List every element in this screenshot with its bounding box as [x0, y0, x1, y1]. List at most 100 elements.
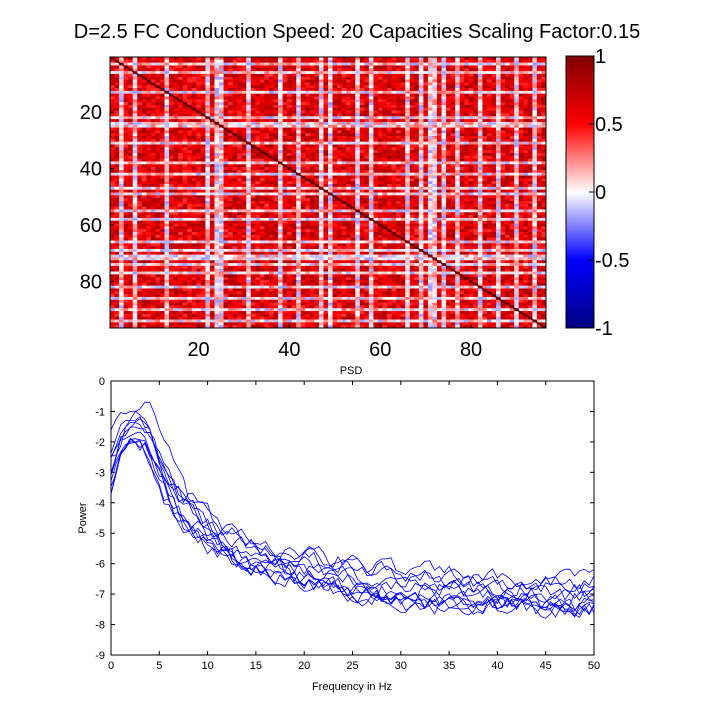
heatmap-cell: [259, 164, 265, 168]
heatmap-cell: [137, 175, 143, 179]
heatmap-cell: [509, 59, 515, 63]
heatmap-cell: [255, 57, 261, 61]
heatmap-cell: [346, 99, 352, 103]
heatmap-cell: [341, 172, 347, 176]
heatmap-cell: [482, 85, 488, 89]
heatmap-cell: [146, 65, 152, 69]
heatmap-cell: [219, 147, 224, 151]
heatmap-cell: [373, 96, 379, 100]
heatmap-cell: [268, 200, 274, 205]
heatmap-cell: [405, 184, 411, 188]
heatmap-cell: [414, 59, 420, 63]
heatmap-cell: [264, 172, 270, 176]
heatmap-cell: [237, 155, 243, 159]
heatmap-cell: [187, 88, 193, 92]
heatmap-cell: [527, 186, 533, 190]
heatmap-cell: [432, 82, 438, 86]
heatmap-cell: [309, 104, 315, 109]
heatmap-cell: [518, 124, 524, 128]
heatmap-cell: [450, 144, 456, 148]
heatmap-cell: [182, 59, 188, 63]
heatmap-cell: [164, 158, 170, 162]
heatmap-cell: [250, 181, 256, 185]
heatmap-cell: [132, 65, 138, 69]
heatmap-cell: [491, 121, 497, 126]
heatmap-cell: [268, 59, 274, 63]
heatmap-cell: [328, 82, 333, 86]
heatmap-cell: [291, 57, 297, 61]
heatmap-cell: [541, 73, 547, 78]
heatmap-cell: [400, 104, 406, 109]
heatmap-cell: [119, 113, 124, 117]
heatmap-cell: [500, 189, 506, 193]
heatmap-cell: [400, 68, 406, 72]
heatmap-cell: [264, 119, 270, 123]
heatmap-cell: [187, 127, 193, 131]
heatmap-cell: [391, 107, 397, 111]
heatmap-cell: [346, 198, 352, 202]
heatmap-cell: [309, 113, 315, 117]
heatmap-cell: [455, 93, 461, 97]
heatmap-cell: [328, 144, 333, 148]
heatmap-cell: [377, 189, 383, 193]
heatmap-cell: [200, 96, 206, 100]
heatmap-cell: [241, 152, 247, 157]
heatmap-cell: [164, 59, 170, 63]
heatmap-cell: [223, 73, 229, 78]
heatmap-cell: [128, 169, 134, 174]
heatmap-cell: [459, 113, 465, 117]
heatmap-cell: [332, 198, 338, 202]
heatmap-cell: [464, 200, 470, 205]
heatmap-cell: [178, 155, 183, 159]
heatmap-cell: [527, 90, 533, 94]
heatmap-cell: [209, 121, 215, 126]
heatmap-cell: [373, 181, 379, 185]
heatmap-cell: [400, 85, 406, 89]
heatmap-cell: [205, 200, 211, 205]
heatmap-cell: [178, 79, 183, 83]
heatmap-cell: [150, 99, 156, 103]
heatmap-cell: [355, 186, 361, 190]
heatmap-cell: [355, 73, 361, 78]
heatmap-cell: [337, 186, 342, 190]
heatmap-cell: [273, 110, 279, 114]
heatmap-cell: [296, 152, 302, 157]
heatmap-cell: [278, 158, 283, 162]
heatmap-cell: [496, 127, 501, 131]
heatmap-cell: [405, 178, 411, 182]
heatmap-cell: [132, 59, 138, 63]
heatmap-cell: [355, 79, 361, 83]
heatmap-cell: [228, 90, 233, 94]
heatmap-cell: [246, 71, 252, 75]
heatmap-cell: [255, 127, 261, 131]
heatmap-cell: [441, 127, 447, 131]
heatmap-cell: [409, 150, 415, 154]
heatmap-cell: [255, 189, 261, 193]
heatmap-cell: [314, 96, 320, 100]
heatmap-cell: [441, 62, 447, 66]
heatmap-cell: [155, 68, 161, 72]
heatmap-cell: [219, 110, 224, 114]
heatmap-cell: [309, 184, 315, 188]
heatmap-cell: [137, 62, 143, 66]
heatmap-cell: [323, 73, 329, 78]
heatmap-cell: [468, 71, 474, 75]
heatmap-cell: [350, 141, 356, 145]
heatmap-cell: [405, 96, 411, 100]
heatmap-cell: [328, 104, 333, 109]
heatmap-cell: [377, 133, 383, 137]
heatmap-cell: [477, 57, 483, 61]
heatmap-cell: [328, 65, 333, 69]
heatmap-cell: [377, 200, 383, 205]
heatmap-cell: [110, 79, 115, 83]
heatmap-cell: [368, 102, 374, 106]
heatmap-cell: [223, 121, 229, 126]
heatmap-cell: [437, 71, 442, 75]
heatmap-cell: [500, 161, 506, 165]
heatmap-cell: [423, 186, 429, 190]
heatmap-cell: [455, 200, 461, 205]
heatmap-cell: [486, 186, 492, 190]
heatmap-cell: [232, 158, 238, 162]
heatmap-cell: [296, 68, 302, 72]
heatmap-cell: [309, 150, 315, 154]
